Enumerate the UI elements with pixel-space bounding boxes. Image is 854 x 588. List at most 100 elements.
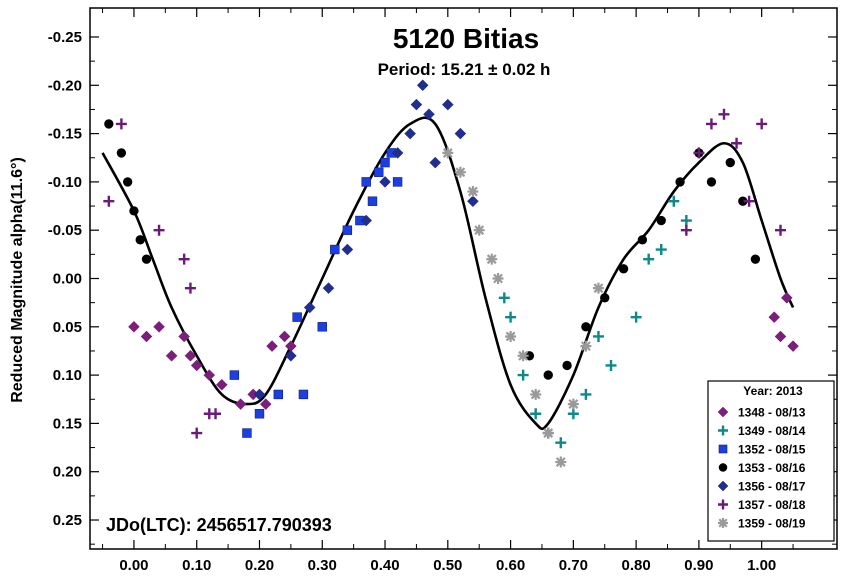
data-point: [505, 311, 517, 323]
data-point: [391, 147, 404, 159]
data-point: [259, 398, 272, 410]
data-point: [341, 243, 354, 256]
legend-label: 1359 - 08/19: [738, 517, 806, 531]
data-point: [517, 369, 529, 381]
y-axis-label: Reduced Magnitude alpha(11.6°): [9, 157, 26, 403]
legend-label: 1356 - 08/17: [738, 480, 806, 494]
y-tick-label: 0.25: [53, 512, 82, 529]
data-point: [567, 398, 579, 410]
data-point: [203, 369, 216, 381]
data-point: [122, 177, 133, 187]
data-point: [486, 253, 498, 265]
data-point: [292, 312, 302, 322]
y-tick-label: 0.20: [53, 464, 82, 481]
x-tick-label: 0.90: [684, 557, 713, 574]
data-point: [675, 177, 685, 187]
data-point: [404, 127, 416, 140]
data-point: [567, 408, 579, 420]
x-tick-label: 0.40: [370, 557, 399, 574]
legend-marker: [718, 499, 728, 510]
data-point: [141, 254, 152, 264]
data-point: [592, 330, 604, 342]
data-point: [680, 224, 692, 236]
data-point: [731, 137, 743, 149]
x-tick-label: 0.30: [308, 557, 337, 574]
data-point: [429, 156, 442, 169]
x-tick-label: 0.20: [245, 557, 274, 574]
data-point: [103, 195, 115, 207]
data-point: [543, 370, 553, 380]
data-point: [115, 118, 127, 130]
data-point: [705, 118, 717, 130]
y-tick-label: -0.25: [48, 29, 82, 46]
data-point: [184, 282, 196, 294]
legend-marker: [718, 463, 728, 472]
data-point: [178, 253, 190, 265]
legend-marker: [717, 406, 729, 418]
y-tick-label: -0.10: [48, 174, 82, 191]
data-point: [562, 360, 572, 371]
data-point: [542, 427, 554, 439]
data-point: [530, 408, 542, 420]
data-point: [285, 349, 297, 362]
data-point: [743, 195, 755, 207]
data-point: [116, 148, 127, 158]
data-point: [756, 118, 768, 130]
data-point: [505, 330, 517, 342]
data-point: [718, 108, 730, 120]
data-point: [210, 408, 222, 420]
data-point: [322, 282, 335, 295]
data-points: [103, 79, 799, 468]
chart-subtitle: Period: 15.21 ± 0.02 h: [378, 60, 551, 79]
data-point: [379, 176, 391, 188]
data-point: [555, 456, 567, 468]
data-point: [580, 388, 592, 400]
data-point: [524, 351, 535, 361]
data-point: [738, 196, 748, 206]
data-point: [517, 350, 529, 362]
data-point: [530, 388, 542, 400]
data-point: [580, 340, 592, 352]
data-point: [555, 437, 567, 449]
data-point: [618, 264, 629, 274]
data-point: [135, 235, 145, 245]
epoch-annotation: JDo(LTC): 2456517.790393: [106, 515, 332, 535]
chart-title: 5120 Bitias: [393, 23, 539, 54]
data-point: [581, 322, 591, 332]
data-point: [303, 301, 316, 314]
y-tick-label: 0.00: [53, 271, 82, 288]
data-point: [360, 214, 373, 227]
data-point: [266, 340, 278, 352]
data-point: [750, 254, 761, 264]
legend-label: 1353 - 08/16: [738, 461, 806, 475]
legend-marker: [718, 444, 728, 454]
data-point: [454, 127, 467, 140]
data-point: [342, 225, 353, 235]
y-tick-label: 0.10: [53, 367, 82, 384]
legend-label: 1357 - 08/18: [738, 498, 806, 512]
data-point: [643, 253, 655, 265]
data-point: [178, 330, 191, 343]
data-point: [253, 388, 266, 401]
data-point: [129, 206, 139, 216]
y-tick-label: -0.15: [48, 126, 82, 143]
data-point: [630, 311, 642, 323]
data-point: [637, 235, 648, 245]
data-point: [416, 79, 429, 92]
legend: Year: 2013 1348 - 08/13 1349 - 08/14 1352 …: [707, 380, 835, 542]
legend-marker: [717, 480, 729, 492]
x-tick-label: 0.00: [119, 557, 148, 574]
data-point: [153, 224, 165, 236]
data-point: [128, 320, 140, 333]
data-point: [775, 224, 787, 236]
data-point: [254, 409, 265, 419]
data-point: [165, 349, 178, 362]
data-point: [191, 427, 203, 439]
data-point: [184, 349, 197, 362]
data-point: [656, 215, 666, 226]
x-tick-label: 0.80: [622, 557, 651, 574]
y-tick-label: 0.05: [53, 319, 82, 336]
x-tick-label: 0.60: [496, 557, 525, 574]
